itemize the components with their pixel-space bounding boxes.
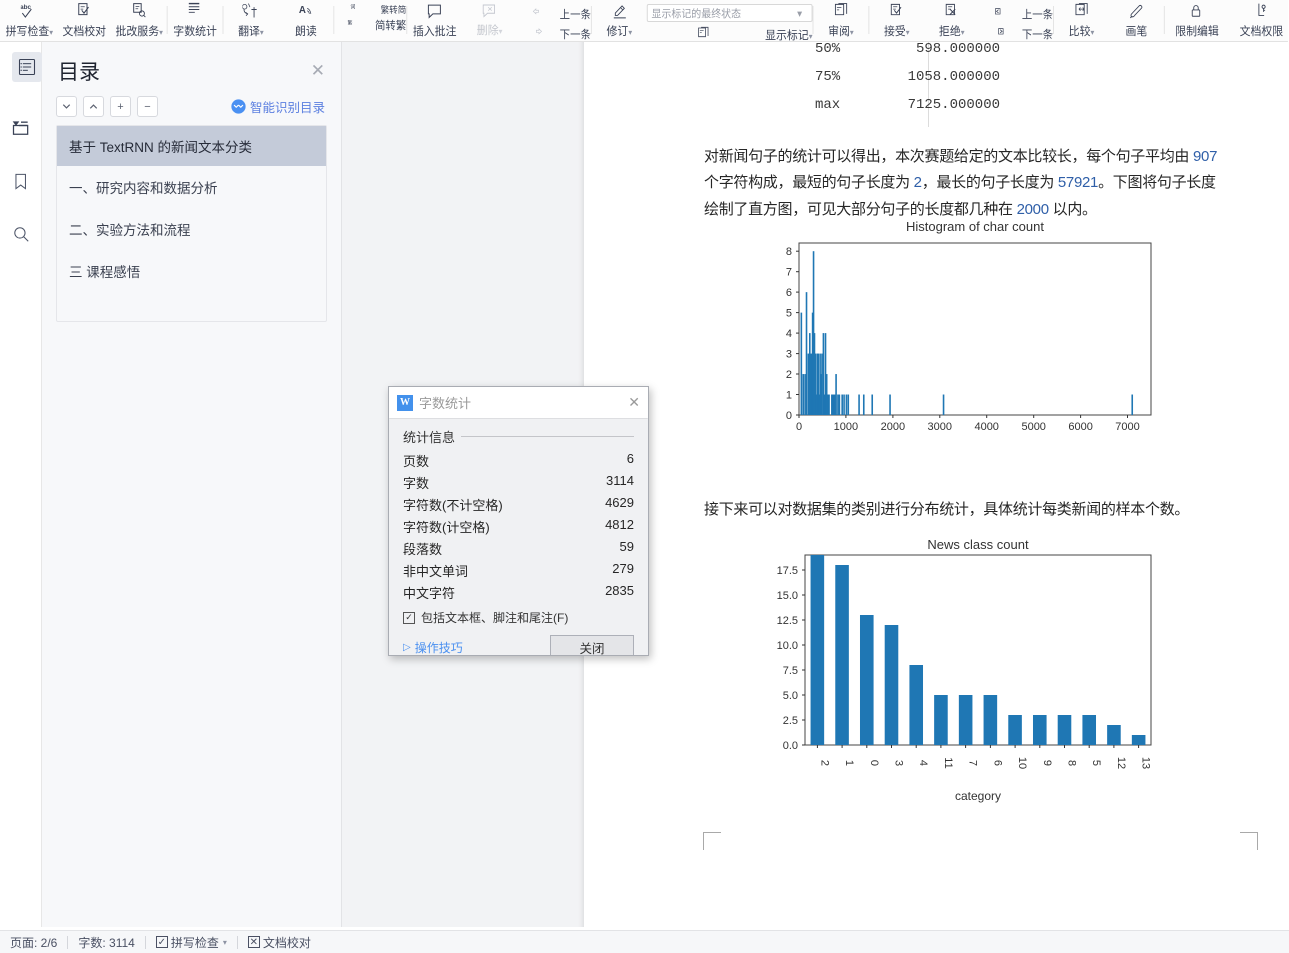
svg-text:繁: 繁 [348, 19, 353, 26]
svg-text:2: 2 [818, 760, 830, 766]
svg-text:词: 词 [350, 3, 355, 10]
svg-text:abc: abc [20, 4, 31, 11]
svg-text:3: 3 [786, 349, 792, 361]
svg-text:6: 6 [786, 287, 792, 299]
svg-text:2: 2 [786, 369, 792, 381]
svg-text:8: 8 [1066, 760, 1078, 766]
svg-text:9: 9 [1041, 760, 1053, 766]
svg-text:1000: 1000 [834, 421, 858, 433]
svg-text:2000: 2000 [881, 421, 905, 433]
svg-text:6000: 6000 [1068, 421, 1092, 433]
svg-text:Histogram of char count: Histogram of char count [906, 219, 1044, 234]
svg-text:0: 0 [786, 410, 792, 422]
svg-text:17.5: 17.5 [777, 565, 798, 577]
svg-text:7.5: 7.5 [783, 665, 798, 677]
svg-text:7: 7 [967, 760, 979, 766]
svg-text:0: 0 [796, 421, 802, 433]
svg-text:5: 5 [786, 308, 792, 320]
svg-text:11: 11 [942, 757, 954, 768]
svg-text:4: 4 [786, 328, 792, 340]
svg-text:1: 1 [843, 760, 855, 766]
svg-text:12: 12 [1115, 757, 1127, 769]
svg-text:12.5: 12.5 [777, 615, 798, 627]
svg-text:8: 8 [786, 246, 792, 258]
svg-text:10: 10 [1016, 757, 1028, 769]
svg-text:category: category [955, 789, 1001, 803]
svg-text:2.5: 2.5 [783, 715, 798, 727]
svg-text:15.0: 15.0 [777, 590, 798, 602]
svg-text:3: 3 [893, 760, 905, 766]
svg-text:10.0: 10.0 [777, 640, 798, 652]
svg-text:5.0: 5.0 [783, 690, 798, 702]
svg-text:0.0: 0.0 [783, 740, 798, 752]
svg-text:News class count: News class count [927, 537, 1029, 552]
svg-text:4000: 4000 [974, 421, 998, 433]
svg-text:4: 4 [917, 760, 929, 766]
svg-text:A: A [298, 5, 305, 16]
svg-text:5: 5 [1090, 760, 1102, 766]
svg-text:1: 1 [786, 390, 792, 402]
svg-text:0: 0 [868, 760, 880, 766]
svg-text:7000: 7000 [1115, 421, 1139, 433]
svg-text:3000: 3000 [928, 421, 952, 433]
svg-text:5000: 5000 [1021, 421, 1045, 433]
svg-text:7: 7 [786, 267, 792, 279]
svg-text:13: 13 [1140, 757, 1152, 769]
svg-text:6: 6 [991, 760, 1003, 766]
